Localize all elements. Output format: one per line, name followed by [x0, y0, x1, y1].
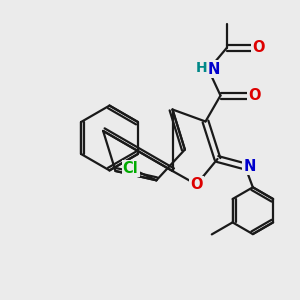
Text: O: O: [190, 177, 203, 192]
Text: O: O: [253, 40, 265, 56]
Text: O: O: [248, 88, 260, 103]
Text: Cl: Cl: [123, 161, 138, 176]
Text: N: N: [208, 61, 220, 76]
Text: H: H: [196, 61, 208, 75]
Text: N: N: [243, 159, 256, 174]
